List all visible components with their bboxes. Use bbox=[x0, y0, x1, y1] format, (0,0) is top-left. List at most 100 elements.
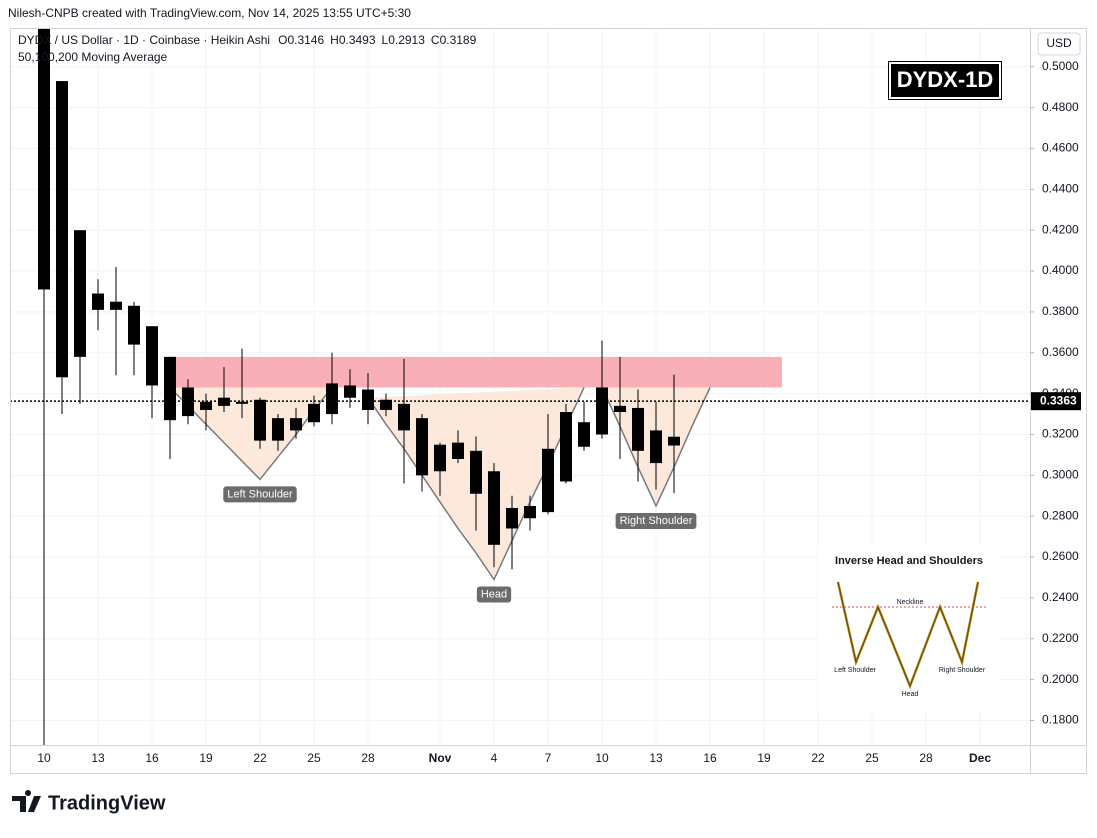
y-tick-label: 0.4000 bbox=[1042, 263, 1079, 277]
x-tick-label: 19 bbox=[199, 751, 213, 765]
candle-body bbox=[524, 505, 536, 519]
y-tick-label: 0.2200 bbox=[1042, 631, 1079, 645]
x-tick-label: 10 bbox=[37, 751, 51, 765]
candle-body bbox=[38, 29, 50, 290]
y-tick-label: 0.4200 bbox=[1042, 222, 1079, 236]
x-tick-label: 19 bbox=[757, 751, 771, 765]
ohlc-key: C bbox=[431, 33, 440, 47]
candle-body bbox=[110, 301, 122, 310]
candle-body bbox=[668, 436, 680, 446]
chart-title: DYDX / US Dollar · 1D · Coinbase · Heiki… bbox=[18, 33, 270, 47]
pattern-label-box bbox=[615, 512, 697, 529]
x-tick-label: 28 bbox=[919, 751, 933, 765]
x-tick-label: Dec bbox=[969, 751, 991, 765]
y-tick-label: 0.3200 bbox=[1042, 427, 1079, 441]
candle-body bbox=[254, 399, 266, 441]
badge: DYDX-1D bbox=[897, 67, 994, 92]
x-tick-label: 13 bbox=[649, 751, 663, 765]
candle-body bbox=[74, 230, 86, 357]
ohlc-value: 0.3189 bbox=[440, 33, 477, 47]
pattern-fill bbox=[170, 387, 332, 480]
ohlc-key: H bbox=[330, 33, 339, 47]
candle-body bbox=[596, 387, 608, 435]
y-tick-label: 0.5000 bbox=[1042, 59, 1079, 73]
candle-body bbox=[632, 407, 644, 451]
inset-title: Inverse Head and Shoulders bbox=[835, 555, 983, 567]
candle-body bbox=[92, 293, 104, 310]
y-tick-label: 0.3000 bbox=[1042, 468, 1079, 482]
x-tick-label: 4 bbox=[491, 751, 498, 765]
x-tick-label: 13 bbox=[91, 751, 105, 765]
inset-right-label: Right Shoulder bbox=[939, 667, 986, 674]
y-tick-label: 0.4400 bbox=[1042, 182, 1079, 196]
resistance-zone bbox=[170, 356, 782, 388]
y-tick-label: 0.2800 bbox=[1042, 508, 1079, 522]
ohlc-key: O bbox=[278, 33, 287, 47]
candle-body bbox=[362, 389, 374, 410]
x-tick-label: 28 bbox=[361, 751, 375, 765]
ohlc-value: 0.2913 bbox=[388, 33, 425, 47]
last-price-label: 0.3363 bbox=[1040, 393, 1077, 407]
overlay: 0.1800 0.2000 0.2200 0.2400 0.2600 0.2800 0.30… bbox=[37, 59, 1081, 765]
y-tick-label: 0.2400 bbox=[1042, 590, 1079, 604]
x-tick-label: 25 bbox=[865, 751, 879, 765]
attribution: Nilesh-CNPB created with TradingView.com… bbox=[8, 6, 411, 20]
x-tick-label: 16 bbox=[703, 751, 717, 765]
candle-body bbox=[614, 405, 626, 413]
candle-body bbox=[308, 403, 320, 423]
ohlc-legend: O 0.3146 H 0.3493 L 0.2913 C 0.3189 bbox=[278, 33, 477, 47]
candle-body bbox=[290, 418, 302, 431]
currency[interactable]: USD bbox=[1046, 36, 1072, 50]
candle-body bbox=[56, 81, 68, 378]
candle-body bbox=[650, 430, 662, 464]
candle-body bbox=[560, 412, 572, 482]
y-tick-label: 0.2600 bbox=[1042, 549, 1079, 563]
pattern-label-box bbox=[223, 486, 297, 503]
x-tick-label: 7 bbox=[545, 751, 552, 765]
inset-neckline-label: Neckline bbox=[897, 599, 924, 606]
candle-body bbox=[578, 422, 590, 447]
inset-head-label: Head bbox=[902, 691, 919, 698]
ohlc-value: 0.3146 bbox=[287, 33, 324, 47]
y-tick-label: 0.1800 bbox=[1042, 713, 1079, 727]
last-price-box bbox=[1031, 392, 1081, 411]
pattern-label: Right Shoulder bbox=[620, 515, 693, 527]
candle-body bbox=[200, 401, 212, 410]
pattern-label-box bbox=[476, 586, 512, 603]
candle-body bbox=[326, 383, 338, 415]
x-tick-label: Nov bbox=[429, 751, 452, 765]
candle-body bbox=[506, 508, 518, 529]
x-tick-label: 22 bbox=[253, 751, 267, 765]
y-tick-label: 0.3800 bbox=[1042, 304, 1079, 318]
currency-box[interactable] bbox=[1037, 32, 1081, 56]
y-tick-label: 0.3600 bbox=[1042, 345, 1079, 359]
badge-box bbox=[889, 62, 1001, 99]
inset-left-label: Left Shoulder bbox=[834, 667, 876, 674]
inset: Inverse Head and Shoulders Neckline Left… bbox=[818, 545, 1000, 710]
pattern-label: Head bbox=[481, 588, 507, 600]
candle-body bbox=[128, 305, 140, 345]
badge-outline bbox=[888, 61, 1002, 100]
candle-body bbox=[164, 356, 176, 421]
x-tick-label: 22 bbox=[811, 751, 825, 765]
ohlc-value: 0.3493 bbox=[339, 33, 376, 47]
candle-body bbox=[452, 442, 464, 459]
y-tick-label: 0.4600 bbox=[1042, 141, 1079, 155]
candle-body bbox=[542, 448, 554, 513]
footer-brand: TradingView bbox=[48, 792, 166, 814]
x-tick-label: 25 bbox=[307, 751, 321, 765]
chart-subtitle: 50,100,200 Moving Average bbox=[18, 50, 168, 64]
candle-body bbox=[236, 401, 248, 404]
inset-pattern-shade bbox=[837, 581, 979, 688]
y-tick-label: 0.4800 bbox=[1042, 100, 1079, 114]
pattern-label: Left Shoulder bbox=[227, 488, 293, 500]
candle-body bbox=[470, 450, 482, 494]
footer-logo: TradingView bbox=[12, 790, 166, 814]
candle-body bbox=[488, 471, 500, 545]
candle-body bbox=[146, 326, 158, 386]
x-tick-label: 10 bbox=[595, 751, 609, 765]
logo-icon bbox=[12, 790, 41, 812]
x-tick-label: 16 bbox=[145, 751, 159, 765]
